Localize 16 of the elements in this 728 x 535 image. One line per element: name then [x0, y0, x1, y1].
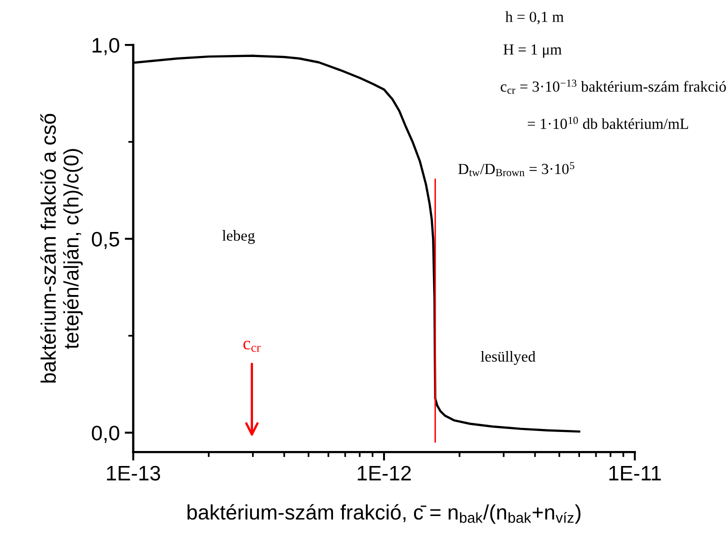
y-tick-label: 0,5	[92, 232, 120, 250]
x-tick-label: 1E-11	[609, 466, 661, 480]
x-axis-title: baktérium-szám frakció, c̄ = n$_{bak}$/(n$_{bak}$+n$_{víz}$)	[188, 504, 580, 524]
annotation: = 1·10$^{10}$ db baktérium/mL	[528, 116, 688, 129]
text: h = 0,1 m	[505, 11, 564, 24]
annotation: D$_{tw}$/D$_{Brown}$ = 3·10$^{5}$	[458, 162, 574, 176]
y-axis-title: baktérium-szám frakció a cső tetején/alján, c(h)/c(0)	[40, 114, 83, 383]
y-tick-label: 1,0	[92, 38, 120, 56]
annotation: c$_{cr}$ = 3·10$^{−13}$ baktérium-szám frakció	[500, 80, 726, 94]
x-tick-label: 1E-13	[107, 466, 160, 481]
annotation: H = 1 μm	[503, 44, 562, 58]
x-tick-label: 1E-12	[358, 466, 411, 480]
annotation: c$_{cr}$	[243, 340, 261, 352]
annotation: lebeg	[222, 230, 255, 244]
y-tick-label: 0,0	[92, 426, 120, 443]
annotation: lesüllyed	[480, 350, 536, 365]
